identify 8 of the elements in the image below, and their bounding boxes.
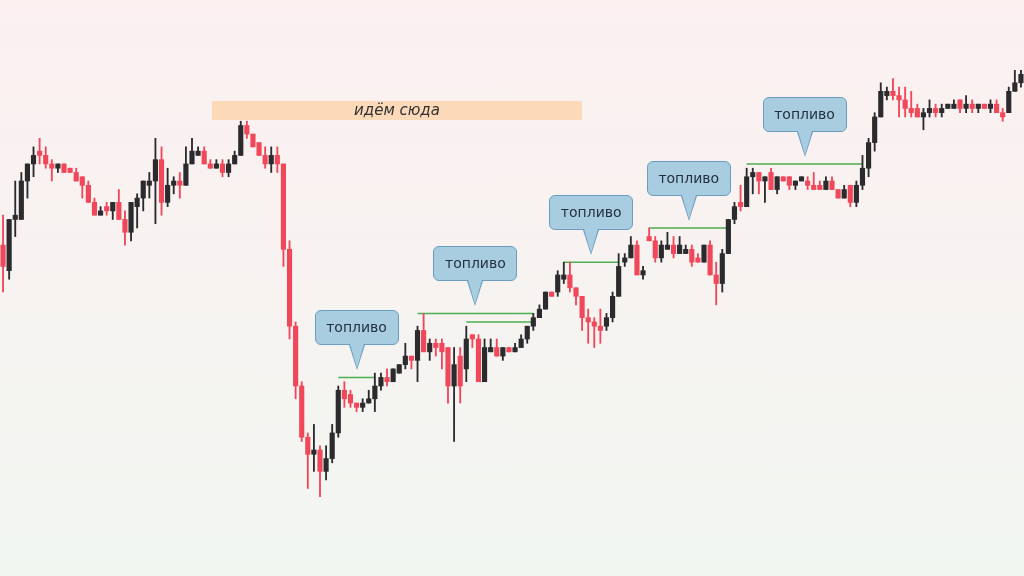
candlestick	[311, 424, 317, 472]
annotation: топливо	[314, 310, 399, 346]
annotation: топливо	[433, 246, 518, 282]
text-banner: идём сюда	[212, 101, 582, 120]
candlestick	[762, 176, 768, 203]
annotation: топливо	[549, 195, 634, 231]
annotation: топливо	[646, 160, 731, 196]
annotation: топливо	[762, 96, 847, 132]
